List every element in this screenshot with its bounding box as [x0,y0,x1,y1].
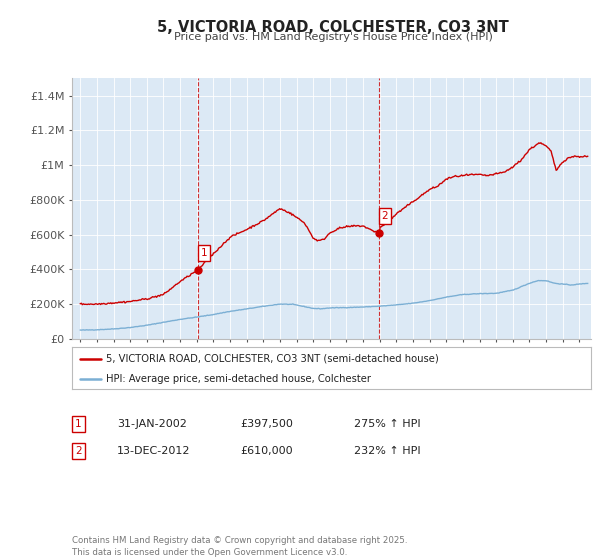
Text: 1: 1 [200,248,207,258]
Text: Contains HM Land Registry data © Crown copyright and database right 2025.
This d: Contains HM Land Registry data © Crown c… [72,536,407,557]
Text: 13-DEC-2012: 13-DEC-2012 [117,446,191,456]
Text: Price paid vs. HM Land Registry's House Price Index (HPI): Price paid vs. HM Land Registry's House … [173,32,493,43]
Text: 2: 2 [382,211,388,221]
Text: 1: 1 [75,419,82,429]
Text: £610,000: £610,000 [240,446,293,456]
Text: 5, VICTORIA ROAD, COLCHESTER, CO3 3NT: 5, VICTORIA ROAD, COLCHESTER, CO3 3NT [157,20,509,35]
Text: 31-JAN-2002: 31-JAN-2002 [117,419,187,429]
Text: 275% ↑ HPI: 275% ↑ HPI [354,419,421,429]
Text: HPI: Average price, semi-detached house, Colchester: HPI: Average price, semi-detached house,… [106,374,371,384]
Text: 232% ↑ HPI: 232% ↑ HPI [354,446,421,456]
Text: £397,500: £397,500 [240,419,293,429]
Text: 5, VICTORIA ROAD, COLCHESTER, CO3 3NT (semi-detached house): 5, VICTORIA ROAD, COLCHESTER, CO3 3NT (s… [106,353,439,363]
Text: 2: 2 [75,446,82,456]
